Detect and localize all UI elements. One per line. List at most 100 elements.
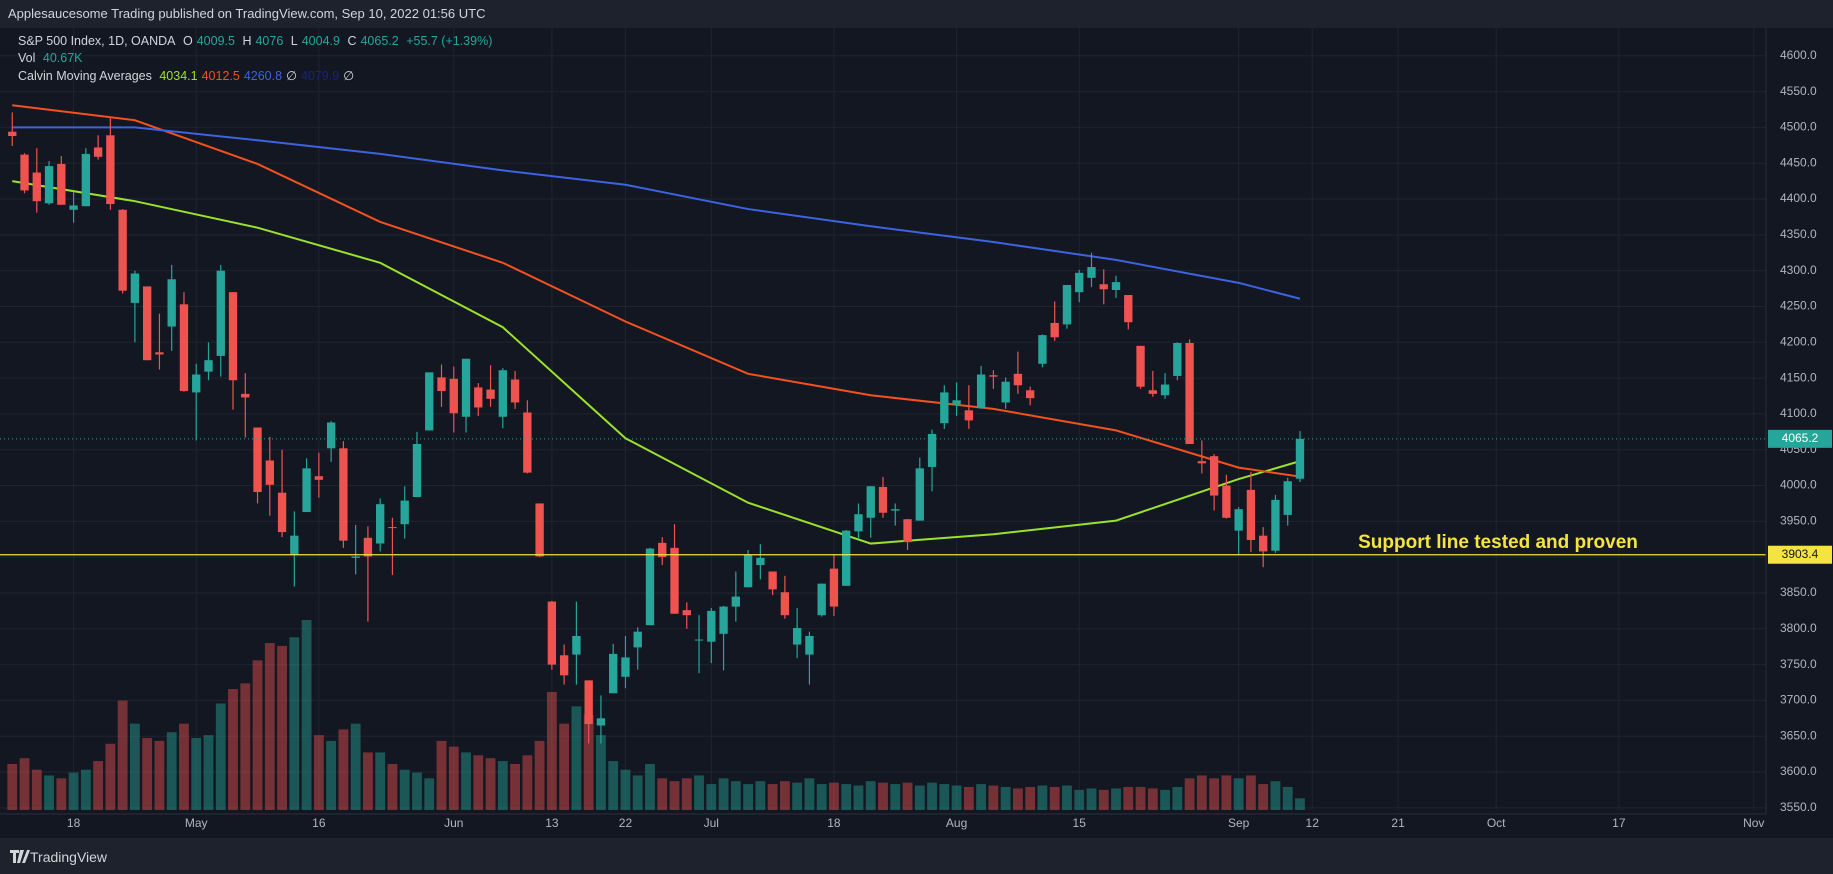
x-tick-label: 13 [545, 816, 559, 830]
volume-bar [632, 775, 643, 810]
axes: 3550.0 3600.0 3650.0 3700.0 3750.0 3800.0 3850… [0, 28, 1832, 830]
candle-body [449, 378, 458, 414]
x-tick-label: Sep [1228, 816, 1250, 830]
volume-bar [117, 700, 128, 810]
volume-bar [105, 743, 116, 810]
x-tick-label: 16 [312, 816, 326, 830]
y-tick-label: 4400.0 [1780, 191, 1817, 205]
candle-body [302, 468, 311, 513]
candle-body [461, 358, 471, 417]
volume-bar [301, 620, 312, 810]
candle-body [20, 154, 29, 191]
candle-body [142, 286, 152, 361]
volume-bar [277, 645, 287, 810]
candle-body [277, 492, 287, 533]
ma-extra: ∅ [286, 69, 297, 83]
candle-body [878, 486, 888, 513]
candle-body [253, 427, 262, 492]
volume [7, 620, 1305, 810]
volume-bar [927, 782, 937, 810]
volume-bar [154, 740, 165, 810]
candle-body [1259, 535, 1268, 552]
volume-bar [890, 784, 901, 810]
x-tick-label: Jul [704, 816, 719, 830]
volume-bar [1209, 778, 1220, 810]
volume-bar [988, 785, 999, 810]
ohlc-key: O [182, 34, 193, 48]
candle-body [388, 527, 397, 529]
legend-volume: Vol 40.67K [18, 51, 87, 65]
volume-bar [1000, 786, 1011, 810]
volume-bar [718, 778, 729, 810]
volume-bar [559, 723, 570, 810]
volume-bar [191, 738, 202, 810]
volume-bar [706, 784, 717, 810]
volume-bar [963, 786, 974, 810]
ma-value: 4034.1 [159, 69, 198, 83]
candle-body [927, 433, 937, 467]
volume-bar [522, 755, 533, 810]
candle-body [743, 555, 753, 588]
x-tick-label: 12 [1306, 816, 1320, 830]
y-tick-label: 4500.0 [1780, 120, 1817, 134]
brand-logo [10, 850, 30, 863]
volume-bar [804, 778, 815, 810]
candle-body [376, 504, 385, 544]
volume-bar [1123, 786, 1134, 810]
volume-bar [142, 738, 153, 810]
volume-bar [264, 643, 275, 810]
candle-body [940, 392, 949, 424]
candle-body [523, 412, 532, 473]
candle-body [976, 374, 986, 409]
volume-bar [939, 784, 950, 810]
candle-body [584, 680, 593, 725]
volume-bar [841, 784, 852, 810]
last-price-label: 4065.2 [1782, 431, 1819, 445]
volume-bar [203, 735, 214, 810]
candle-body [1197, 461, 1207, 464]
x-tick-label: 18 [827, 816, 841, 830]
candle-body [952, 400, 961, 405]
candles: Support line tested and proven [0, 112, 1766, 744]
candle-body [817, 583, 826, 616]
candle-body [535, 503, 544, 557]
volume-bar [645, 763, 655, 810]
volume-bar [976, 784, 987, 810]
volume-bar [215, 703, 226, 810]
candle-body [903, 519, 912, 543]
candle-body [1038, 335, 1047, 364]
volume-bar [363, 752, 373, 810]
y-tick-label: 3700.0 [1780, 693, 1817, 707]
ma-name: Calvin Moving Averages [18, 69, 152, 83]
candle-body [44, 166, 54, 204]
volume-bar [375, 752, 386, 810]
volume-bar [1221, 775, 1232, 810]
ma-values: 4034.1 4012.5 4260.8 ∅ 4079.9 ∅ [159, 69, 358, 83]
y-tick-label: 4600.0 [1780, 48, 1817, 62]
candle-body [216, 270, 225, 356]
candle-body [1283, 481, 1292, 515]
candle-body [1075, 272, 1084, 293]
y-tick-label: 4150.0 [1780, 370, 1817, 384]
candle-body [756, 557, 765, 566]
ohlc-key: H [242, 34, 252, 48]
candle-body [842, 530, 851, 586]
volume-bar [436, 740, 447, 810]
candle-body [93, 147, 103, 157]
support-price-box [1768, 545, 1832, 564]
candle-body [81, 153, 91, 207]
candle-body [731, 596, 741, 607]
volume-bar [546, 691, 557, 810]
x-tick-label: Jun [444, 816, 463, 830]
change: +55.7 (+1.39%) [406, 34, 493, 48]
volume-bar [129, 723, 140, 810]
y-tick-label: 3650.0 [1780, 728, 1817, 742]
x-tick-label: May [185, 816, 208, 830]
volume-bar [669, 781, 680, 810]
volume-bar [412, 772, 422, 810]
volume-bar [1012, 788, 1023, 810]
volume-bar [80, 769, 91, 810]
candle-body [989, 375, 998, 377]
candle-body [780, 592, 790, 616]
volume-bar [19, 758, 30, 810]
